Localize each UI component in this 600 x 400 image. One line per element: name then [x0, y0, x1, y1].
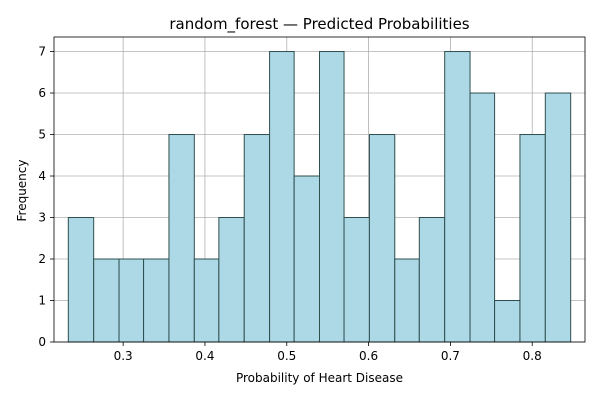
- x-tick-label: 0.5: [277, 349, 296, 363]
- histogram-bar: [193, 258, 220, 343]
- y-tick-label: 0: [38, 335, 46, 349]
- y-tick-label: 6: [38, 86, 46, 100]
- x-tick-label: 0.6: [359, 349, 378, 363]
- y-tick-label: 2: [38, 252, 46, 266]
- histogram-bars: [67, 51, 572, 343]
- x-tick-label: 0.8: [523, 349, 542, 363]
- plot-frame: [53, 36, 586, 343]
- histogram-bar: [168, 134, 195, 343]
- histogram-bar: [494, 300, 521, 343]
- histogram-bar: [319, 51, 345, 343]
- y-tick-label: 7: [38, 45, 46, 59]
- histogram-bar: [394, 258, 420, 343]
- y-ticks: 0 1 2 3 4 5 6 7: [38, 45, 54, 349]
- histogram-bar: [143, 258, 170, 343]
- chart-title: random_forest — Predicted Probabilities: [169, 15, 469, 34]
- y-tick-label: 3: [38, 211, 46, 225]
- histogram-bar: [293, 175, 320, 343]
- histogram-bar: [118, 258, 145, 343]
- histogram-bar: [343, 217, 370, 343]
- x-tick-label: 0.7: [441, 349, 460, 363]
- histogram-bar: [218, 217, 245, 343]
- x-tick-label: 0.3: [114, 349, 133, 363]
- histogram-bar: [93, 258, 120, 343]
- x-tick-label: 0.4: [195, 349, 214, 363]
- x-ticks: 0.3 0.4 0.5 0.6 0.7 0.8: [114, 342, 542, 363]
- histogram-bar: [418, 217, 446, 343]
- histogram-bar: [368, 134, 396, 343]
- histogram-bar: [67, 217, 95, 343]
- y-tick-label: 1: [38, 294, 46, 308]
- y-tick-label: 4: [38, 169, 46, 183]
- histogram-bar: [519, 134, 546, 343]
- y-tick-label: 5: [38, 128, 46, 142]
- x-axis-label: Probability of Heart Disease: [236, 371, 403, 385]
- histogram-bar: [269, 51, 295, 343]
- axes: [53, 36, 586, 343]
- histogram-bar: [243, 134, 271, 343]
- histogram-bar: [544, 92, 572, 343]
- histogram-bar: [469, 92, 496, 343]
- histogram-bar: [444, 51, 471, 343]
- y-axis-label: Frequency: [15, 160, 29, 222]
